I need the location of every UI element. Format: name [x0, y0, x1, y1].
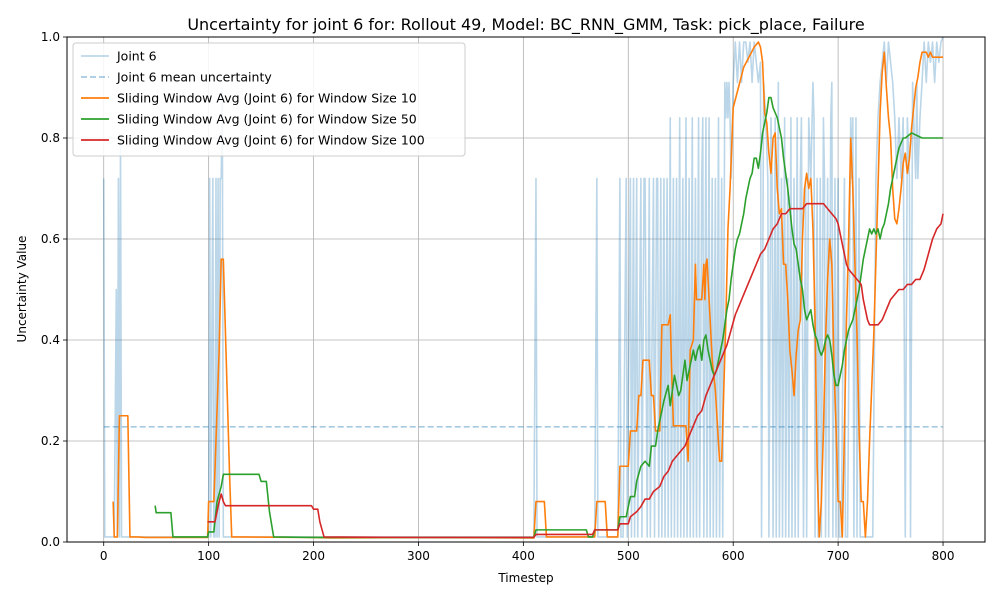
x-tick-label: 300	[407, 549, 430, 563]
x-tick-label: 800	[932, 549, 955, 563]
y-tick-label: 0.8	[41, 131, 60, 145]
y-axis: 0.0 0.2 0.4 0.6 0.8 1.0	[41, 30, 67, 549]
legend-label: Joint 6	[116, 49, 157, 64]
y-axis-label: Uncertainty Value	[15, 236, 29, 343]
plot-frame	[66, 36, 986, 543]
x-axis-label: Timestep	[497, 571, 553, 585]
series-lines	[102, 37, 944, 539]
series-line-1	[102, 37, 944, 538]
x-tick-label: 100	[197, 549, 220, 563]
legend-label: Joint 6 mean uncertainty	[116, 70, 272, 85]
series-line-4	[154, 96, 944, 539]
legend-box	[72, 42, 466, 157]
series-line-3	[112, 41, 944, 539]
x-tick-label: 700	[827, 549, 850, 563]
y-tick-label: 0.0	[41, 535, 60, 549]
legend-label: Sliding Window Avg (Joint 6) for Window …	[117, 91, 417, 106]
x-axis: 0 100 200 300 400 500 600 700 800	[100, 542, 955, 563]
x-tick-label: 600	[722, 549, 745, 563]
x-tick-label: 0	[100, 549, 108, 563]
y-tick-label: 1.0	[41, 30, 60, 44]
x-tick-label: 500	[617, 549, 640, 563]
y-tick-label: 0.6	[41, 232, 60, 246]
series-line-5	[207, 202, 944, 539]
x-tick-label: 200	[302, 549, 325, 563]
x-tick-label: 400	[512, 549, 535, 563]
legend-label: Sliding Window Avg (Joint 6) for Window …	[117, 133, 425, 148]
y-tick-label: 0.2	[41, 434, 60, 448]
chart-title: Uncertainty for joint 6 for: Rollout 49,…	[187, 15, 864, 35]
legend: Joint 6 Joint 6 mean uncertainty Sliding W…	[72, 42, 466, 157]
y-tick-label: 0.4	[41, 333, 60, 347]
legend-label: Sliding Window Avg (Joint 6) for Window …	[117, 112, 417, 127]
